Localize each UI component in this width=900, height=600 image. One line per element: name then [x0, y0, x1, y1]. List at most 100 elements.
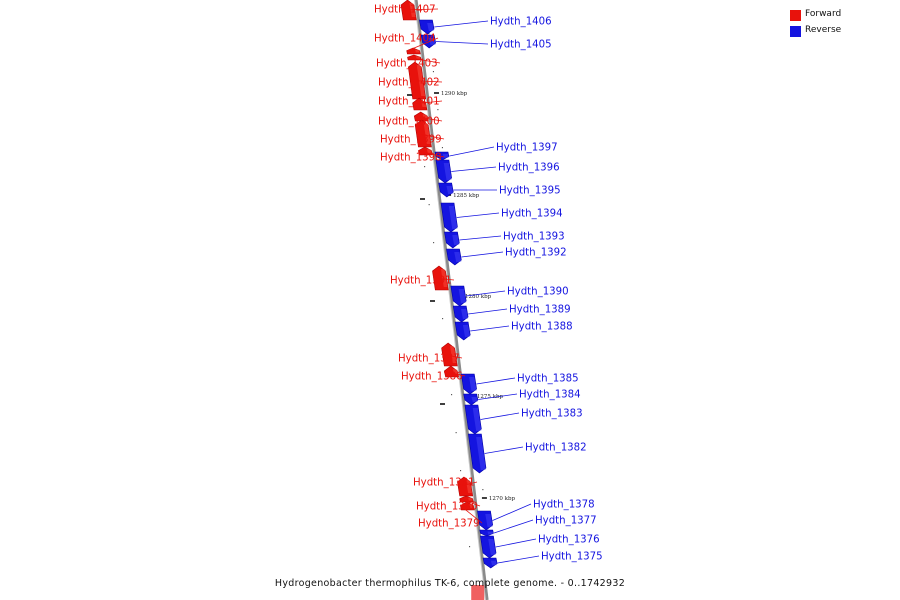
gene-arrow[interactable]: [435, 159, 452, 184]
gene-label[interactable]: Hydth_1403: [376, 59, 438, 70]
gene-arrow[interactable]: [479, 529, 494, 537]
gene-label[interactable]: Hydth_1400: [378, 117, 440, 128]
gene-arrow[interactable]: [446, 248, 462, 266]
gene-label[interactable]: Hydth_1381: [413, 478, 475, 489]
gene-label[interactable]: Hydth_1388: [511, 322, 573, 333]
gene-arrow[interactable]: [452, 305, 469, 323]
gene-arrow-shade: [416, 65, 426, 96]
gene-label[interactable]: Hydth_1398: [380, 153, 442, 164]
gene-label[interactable]: Hydth_1377: [535, 516, 597, 527]
gene-arrow[interactable]: [420, 34, 437, 49]
gene-arrow-shade: [423, 123, 431, 144]
gene-label[interactable]: Hydth_1407: [374, 5, 436, 16]
scale-tick: [407, 94, 412, 96]
gene-leader-line: [456, 212, 500, 218]
gene-label[interactable]: Hydth_1397: [496, 143, 558, 154]
gene-leader-line: [461, 251, 504, 258]
gene-label[interactable]: Hydth_1395: [499, 186, 561, 197]
gene-leader-line: [410, 80, 443, 83]
map-caption: Hydrogenobacter thermophilus TK-6, compl…: [274, 578, 626, 589]
gene-leader-line: [460, 505, 483, 524]
gene-leader-line: [470, 325, 510, 332]
gene-arrow[interactable]: [454, 321, 471, 341]
minor-tick: [424, 166, 426, 168]
gene-arrow-shade: [448, 206, 458, 229]
gene-label[interactable]: Hydth_1405: [490, 40, 552, 51]
gene-arrow[interactable]: [463, 393, 479, 406]
gene-arrow[interactable]: [440, 202, 458, 233]
gene-label[interactable]: Hydth_1392: [505, 248, 567, 259]
gene-arrow-shade: [440, 269, 448, 287]
gene-label[interactable]: Hydth_1382: [525, 443, 587, 454]
gene-label[interactable]: Hydth_1383: [521, 409, 583, 420]
gene-arrow-shade: [487, 531, 494, 535]
gene-arrow[interactable]: [432, 265, 449, 291]
legend-label: Reverse: [805, 25, 842, 35]
gene-arrow[interactable]: [450, 285, 467, 307]
gene-arrow[interactable]: [407, 54, 422, 61]
gene-label[interactable]: Hydth_1375: [541, 552, 603, 563]
gene-arrow-shade: [415, 56, 421, 59]
gene-arrow[interactable]: [460, 373, 477, 395]
scale-tick: [430, 300, 435, 302]
gene-label[interactable]: Hydth_1391: [390, 276, 452, 287]
gene-arrow[interactable]: [482, 557, 498, 569]
gene-leader-line: [459, 235, 502, 241]
gene-leader-line: [434, 20, 489, 28]
gene-leader-line: [402, 8, 439, 11]
gene-label[interactable]: Hydth_1379: [418, 519, 480, 530]
gene-arrow-partial: [471, 585, 485, 600]
gene-arrow[interactable]: [444, 231, 460, 249]
gene-label[interactable]: Hydth_1394: [501, 209, 563, 220]
minor-tick: [428, 204, 430, 206]
gene-label[interactable]: Hydth_1376: [538, 535, 600, 546]
gene-label[interactable]: Hydth_1402: [378, 78, 440, 89]
gene-label[interactable]: Hydth_1385: [517, 374, 579, 385]
gene-label[interactable]: Hydth_1378: [533, 500, 595, 511]
gene-arrow-shade: [452, 368, 458, 375]
gene-arrow-shade: [465, 480, 473, 493]
scale-tick-label: 1285 kbp: [453, 193, 480, 199]
gene-label[interactable]: Hydth_1393: [503, 232, 565, 243]
gene-leader-line: [465, 290, 506, 297]
gene-leader-line: [416, 133, 445, 140]
legend: Forward Reverse: [790, 0, 900, 60]
gene-arrow[interactable]: [480, 535, 497, 559]
gene-arrow-shade: [472, 408, 482, 431]
gene-label[interactable]: Hydth_1380: [416, 502, 478, 513]
gene-leader-line: [413, 100, 443, 105]
gene-arrow[interactable]: [443, 365, 459, 378]
gene-label[interactable]: Hydth_1387: [398, 354, 460, 365]
gene-arrow[interactable]: [464, 404, 482, 435]
minor-tick: [455, 432, 457, 434]
legend-label: Forward: [805, 9, 842, 19]
gene-label[interactable]: Hydth_1396: [498, 163, 560, 174]
gene-leader-line: [459, 498, 481, 507]
gene-label[interactable]: Hydth_1399: [380, 135, 442, 146]
gene-label[interactable]: Hydth_1404: [374, 34, 436, 45]
gene-label[interactable]: Hydth_1401: [378, 97, 440, 108]
gene-label[interactable]: Hydth_1406: [490, 17, 552, 28]
minor-tick: [469, 546, 471, 548]
minor-tick: [460, 470, 462, 472]
gene-leader-line: [495, 538, 537, 548]
gene-label[interactable]: Hydth_1386: [401, 372, 463, 383]
gene-arrow[interactable]: [412, 97, 428, 111]
gene-leader-line: [449, 146, 495, 157]
gene-arrow[interactable]: [434, 151, 450, 161]
gene-leader-line: [451, 166, 497, 172]
gene-label[interactable]: Hydth_1390: [507, 287, 569, 298]
gene-arrow-shade: [446, 186, 454, 194]
gene-label[interactable]: Hydth_1389: [509, 305, 571, 316]
gene-arrow-shade: [426, 149, 432, 153]
gene-arrow-shade: [422, 114, 428, 119]
gene-arrow[interactable]: [438, 182, 454, 198]
gene-arrow[interactable]: [419, 19, 435, 35]
gene-arrow[interactable]: [468, 433, 487, 474]
gene-arrow-shade: [454, 252, 462, 262]
gene-arrow[interactable]: [477, 510, 494, 531]
gene-label[interactable]: Hydth_1384: [519, 390, 581, 401]
gene-leader-line: [468, 308, 508, 315]
gene-leader-line: [433, 277, 455, 281]
reverse-swatch: [790, 26, 801, 37]
